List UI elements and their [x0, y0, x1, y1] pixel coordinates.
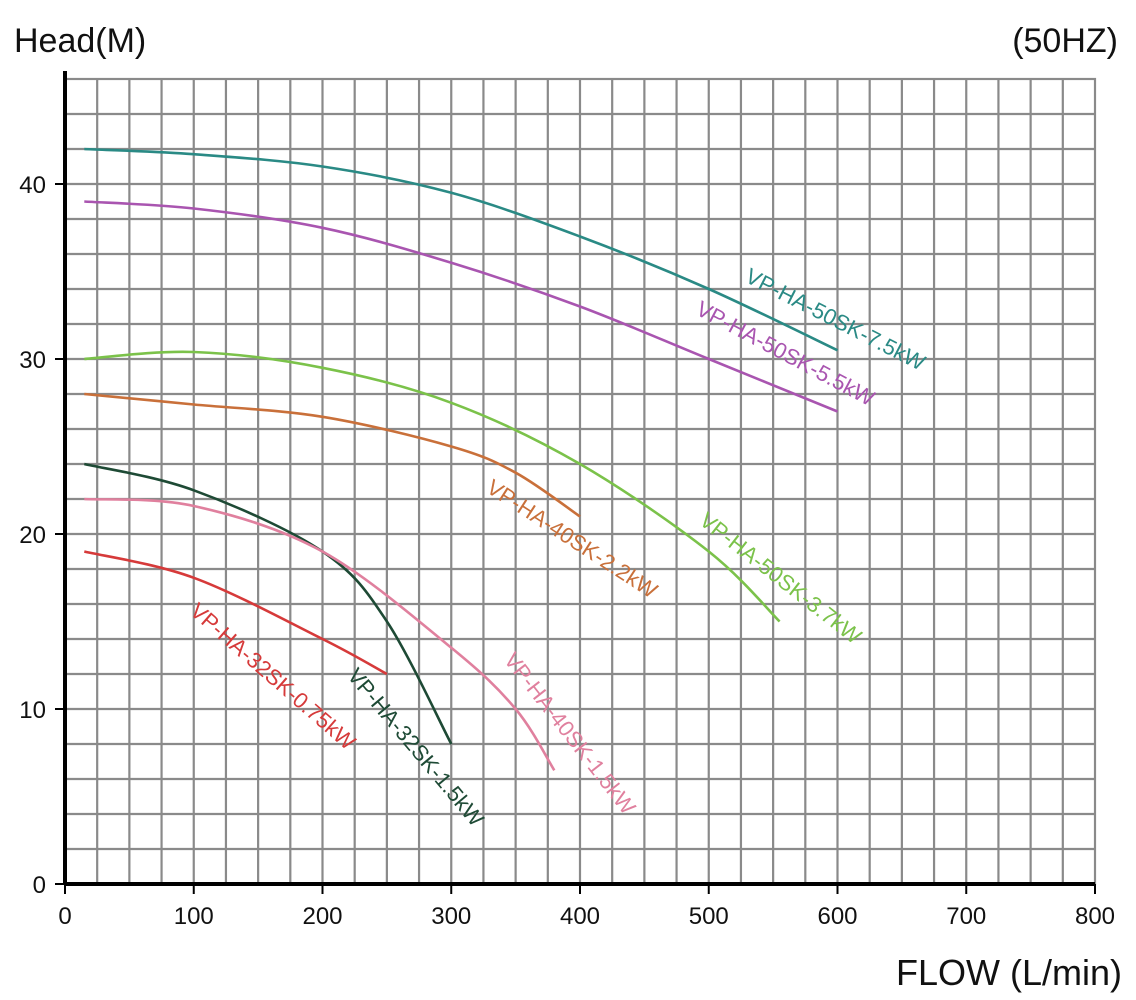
tick-labels: 0 100 200 300 400 500 600 700 800 0 10 20 30 40 — [19, 172, 1115, 930]
x-tick-label: 700 — [946, 903, 986, 930]
y-tick-label: 10 — [19, 697, 46, 724]
frequency-label: (50HZ) — [1012, 22, 1118, 60]
series-line — [84, 497, 556, 771]
y-tick-label: 40 — [19, 172, 46, 199]
x-tick-label: 200 — [302, 903, 342, 930]
curve-label: VP-HA-32SK-0.75kW — [185, 598, 360, 755]
y-axis-label: Head(M) — [14, 22, 146, 60]
x-tick-label: 300 — [431, 903, 471, 930]
grid — [63, 77, 1097, 886]
x-tick-label: 100 — [174, 903, 214, 930]
series-line — [84, 147, 839, 352]
series-curves — [83, 147, 839, 771]
y-tick-label: 20 — [19, 522, 46, 549]
x-tick-label: 500 — [689, 903, 729, 930]
x-tick-label: 800 — [1075, 903, 1115, 930]
x-tick-label: 400 — [560, 903, 600, 930]
curve-labels: VP-HA-50SK-7.5kWVP-HA-50SK-5.5kWVP-HA-50… — [185, 263, 929, 831]
y-tick-label: 0 — [33, 872, 46, 899]
x-axis-label: FLOW (L/min) — [896, 952, 1122, 993]
x-tick-label: 600 — [817, 903, 857, 930]
curve-label: VP-HA-32SK-1.5kW — [343, 663, 490, 831]
curve-label: VP-HA-50SK-3.7kW — [695, 507, 867, 649]
y-tick-label: 30 — [19, 347, 46, 374]
series-line — [84, 350, 781, 623]
series-line — [83, 550, 388, 676]
curve-label: VP-HA-40SK-2.2kW — [482, 474, 662, 603]
x-tick-label: 0 — [58, 903, 71, 930]
series-line — [84, 200, 838, 413]
series-line — [84, 392, 581, 518]
